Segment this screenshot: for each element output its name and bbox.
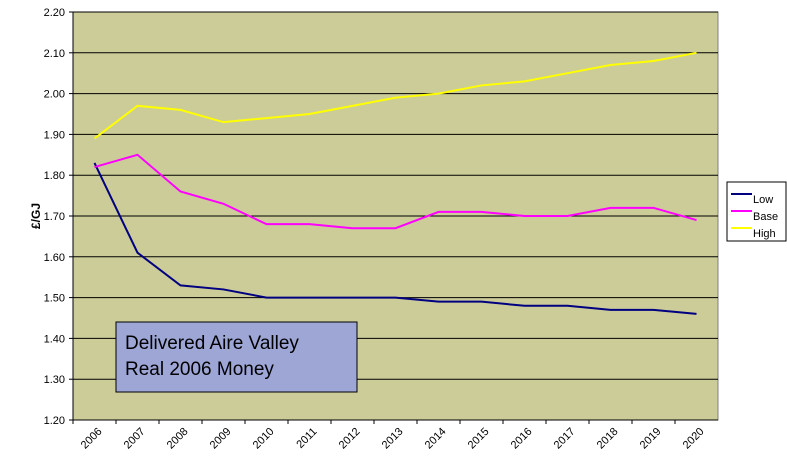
y-axis-title: £/GJ: [29, 203, 43, 229]
y-tick-label: 1.60: [44, 252, 65, 264]
legend-label: High: [753, 228, 776, 240]
y-tick-label: 1.80: [44, 170, 65, 182]
legend-label: Base: [753, 211, 778, 223]
series-line: [94, 153, 697, 230]
legend-label: Low: [753, 194, 773, 206]
x-tick-label: 2012: [337, 426, 363, 452]
series-line: [93, 162, 697, 315]
annotation-box: [115, 321, 358, 393]
x-tick-label: 2018: [595, 426, 621, 452]
x-tick-label: 2015: [466, 426, 492, 452]
y-tick-label: 1.50: [44, 293, 65, 305]
y-tick-label: 1.90: [44, 129, 65, 141]
x-tick-label: 2006: [79, 426, 105, 452]
x-tick-label: 2016: [509, 426, 535, 452]
x-tick-label: 2019: [638, 426, 664, 452]
x-tick-label: 2009: [208, 426, 234, 452]
y-tick-label: 2.00: [44, 89, 65, 101]
x-tick-label: 2008: [165, 426, 191, 452]
x-tick-label: 2007: [122, 426, 148, 452]
x-tick-label: 2010: [251, 426, 277, 452]
y-tick-label: 2.10: [44, 48, 65, 60]
x-tick-label: 2020: [681, 426, 707, 452]
annotation-text: Delivered Aire Valley: [125, 333, 299, 354]
y-tick-label: 1.30: [44, 374, 65, 386]
y-tick-label: 1.40: [44, 333, 65, 345]
x-tick-label: 2011: [294, 426, 319, 451]
y-tick-label: 1.70: [44, 211, 65, 223]
annotation-text: Real 2006 Money: [125, 359, 274, 380]
y-tick-label: 1.20: [44, 415, 65, 427]
x-tick-label: 2013: [380, 426, 406, 452]
series-line: [93, 51, 697, 140]
x-tick-label: 2014: [423, 426, 449, 452]
y-tick-label: 2.20: [44, 7, 65, 19]
x-tick-label: 2017: [552, 426, 578, 452]
